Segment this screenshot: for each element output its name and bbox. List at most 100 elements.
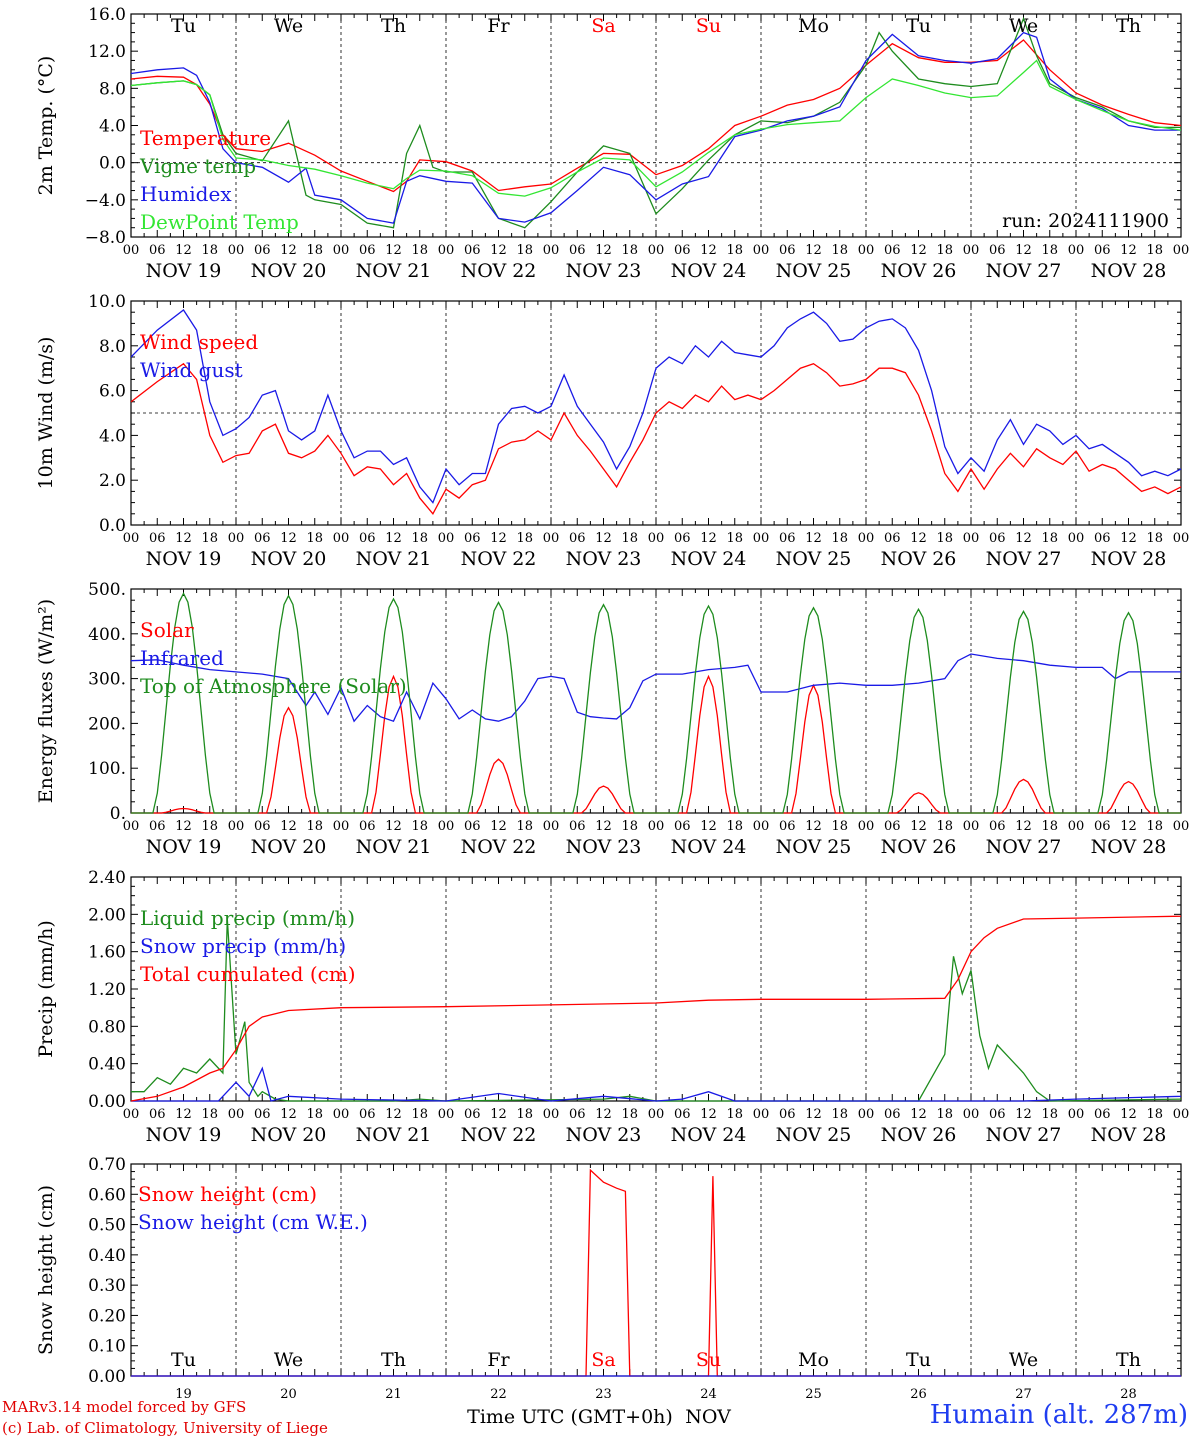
y-tick-label: −4.0 xyxy=(85,191,126,211)
weekday-label: Su xyxy=(696,1349,721,1371)
hour-tick-label: 18 xyxy=(936,819,953,834)
date-label: NOV 22 xyxy=(461,260,537,282)
hour-tick-label: 00 xyxy=(228,531,245,546)
legend-entry: Wind speed xyxy=(140,330,258,354)
hour-tick-label: 06 xyxy=(884,819,901,834)
y-tick-label: 0.0 xyxy=(99,154,126,174)
hour-tick-label: 00 xyxy=(543,531,560,546)
hour-tick-label: 18 xyxy=(306,1107,323,1122)
weekday-label: Tu xyxy=(171,1349,196,1371)
hour-tick-label: 00 xyxy=(858,531,875,546)
series-line-1 xyxy=(131,918,1181,1102)
weekday-label: Th xyxy=(381,1349,406,1371)
y-tick-label: 6.0 xyxy=(99,382,126,402)
date-label: NOV 22 xyxy=(461,836,537,858)
day-number: 28 xyxy=(1120,1387,1137,1402)
date-label: NOV 23 xyxy=(566,548,642,570)
hour-tick-label: 12 xyxy=(700,819,717,834)
y-tick-label: 100. xyxy=(88,759,126,779)
hour-tick-label: 18 xyxy=(936,243,953,258)
date-label: NOV 25 xyxy=(776,548,852,570)
hour-tick-label: 06 xyxy=(884,243,901,258)
hour-tick-label: 00 xyxy=(333,531,350,546)
hour-tick-label: 00 xyxy=(648,243,665,258)
hour-tick-label: 18 xyxy=(726,243,743,258)
day-number: 21 xyxy=(385,1387,402,1402)
hour-tick-label: 06 xyxy=(989,243,1006,258)
y-tick-label: 0.40 xyxy=(88,1246,126,1266)
date-label: NOV 26 xyxy=(881,836,957,858)
date-label: NOV 27 xyxy=(986,548,1062,570)
y-tick-label: 16.0 xyxy=(88,5,126,25)
series-line-2 xyxy=(131,1066,1181,1102)
hour-tick-label: 12 xyxy=(1120,819,1137,834)
hour-tick-label: 06 xyxy=(1094,243,1111,258)
hour-tick-label: 12 xyxy=(385,819,402,834)
date-label: NOV 20 xyxy=(251,260,327,282)
date-label: NOV 24 xyxy=(671,548,747,570)
hour-tick-label: 06 xyxy=(779,531,796,546)
weekday-label: Th xyxy=(381,15,406,37)
hour-tick-label: 12 xyxy=(1015,1107,1032,1122)
hour-tick-label: 06 xyxy=(359,1107,376,1122)
hour-tick-label: 06 xyxy=(254,531,271,546)
hour-tick-label: 12 xyxy=(280,1107,297,1122)
y-tick-label: 2.0 xyxy=(99,471,126,491)
date-label: NOV 22 xyxy=(461,1124,537,1146)
legend-entry: Vigne temp xyxy=(139,154,256,178)
legend-entry: Snow height (cm) xyxy=(138,1182,317,1206)
weekday-label: Sa xyxy=(591,15,615,37)
hour-tick-label: 12 xyxy=(280,243,297,258)
hour-tick-label: 18 xyxy=(201,819,218,834)
weekday-label: Fr xyxy=(487,15,510,37)
hour-tick-label: 06 xyxy=(149,819,166,834)
hour-tick-label: 12 xyxy=(175,819,192,834)
hour-tick-label: 12 xyxy=(595,819,612,834)
date-label: NOV 27 xyxy=(986,1124,1062,1146)
legend-entry: Total cumulated (cm) xyxy=(140,962,356,986)
y-tick-label: 0.20 xyxy=(88,1306,126,1326)
month-label: NOV xyxy=(685,1406,731,1428)
hour-tick-label: 00 xyxy=(963,1107,980,1122)
panel-2: 0.0 2.0 4.0 6.0 8.0 10.0 10m Wind (m/s) Wind sp… xyxy=(35,292,1189,570)
hour-tick-label: 12 xyxy=(700,1107,717,1122)
date-label: NOV 20 xyxy=(251,836,327,858)
hour-tick-label: 12 xyxy=(1120,1107,1137,1122)
hour-tick-label: 00 xyxy=(648,531,665,546)
y-tick-label: 0.50 xyxy=(88,1216,126,1236)
y-tick-label: 1.60 xyxy=(88,943,126,963)
hour-tick-label: 18 xyxy=(201,243,218,258)
date-label: NOV 20 xyxy=(251,1124,327,1146)
hour-tick-label: 00 xyxy=(963,243,980,258)
series-line-3 xyxy=(131,592,1181,814)
hour-tick-label: 00 xyxy=(753,531,770,546)
date-label: NOV 22 xyxy=(461,548,537,570)
hour-tick-label: 06 xyxy=(989,1107,1006,1122)
hour-tick-label: 12 xyxy=(910,1107,927,1122)
hour-tick-label: 00 xyxy=(228,819,245,834)
date-label: NOV 21 xyxy=(356,260,432,282)
hour-tick-label: 06 xyxy=(1094,819,1111,834)
hour-tick-label: 00 xyxy=(438,243,455,258)
date-label: NOV 24 xyxy=(671,1124,747,1146)
date-label: NOV 27 xyxy=(986,260,1062,282)
y-tick-label: 1.20 xyxy=(88,980,126,1000)
hour-tick-label: 12 xyxy=(490,243,507,258)
hour-tick-label: 18 xyxy=(516,243,533,258)
hour-tick-label: 06 xyxy=(464,1107,481,1122)
hour-tick-label: 12 xyxy=(1120,243,1137,258)
date-label: NOV 26 xyxy=(881,260,957,282)
hour-tick-label: 18 xyxy=(1041,819,1058,834)
y-tick-label: 0.00 xyxy=(88,1367,126,1387)
weekday-label: Fr xyxy=(487,1349,510,1371)
hour-tick-label: 18 xyxy=(936,531,953,546)
date-label: NOV 21 xyxy=(356,836,432,858)
date-label: NOV 26 xyxy=(881,548,957,570)
station-name: Humain (alt. 287m) xyxy=(929,1400,1188,1430)
date-label: NOV 20 xyxy=(251,548,327,570)
y-tick-label: 4.0 xyxy=(99,426,126,446)
hour-tick-label: 06 xyxy=(884,1107,901,1122)
hour-tick-label: 12 xyxy=(490,1107,507,1122)
series-line-1 xyxy=(131,1168,1181,1377)
